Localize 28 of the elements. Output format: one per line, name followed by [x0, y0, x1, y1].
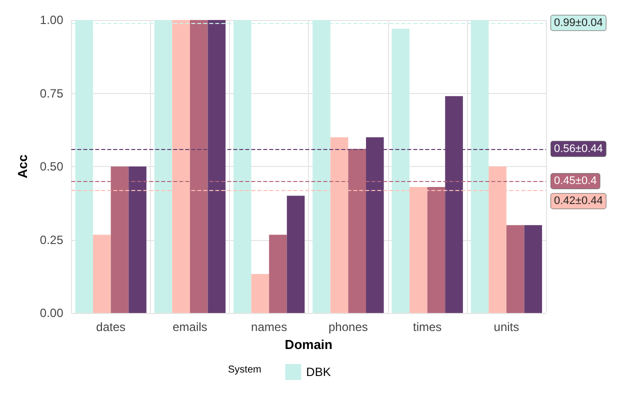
ref-line-label: 0.45±0.4	[554, 175, 597, 188]
ref-line-label: 0.99±0.04	[554, 16, 603, 29]
x-tick-label: units	[494, 320, 520, 334]
bar	[392, 28, 410, 313]
bar	[93, 234, 111, 313]
x-tick-label: phones	[328, 320, 368, 334]
y-tick-label: 0.75	[40, 86, 64, 100]
bar	[427, 187, 446, 313]
y-tick-label: 0.25	[40, 232, 64, 247]
legend-label: DBK	[306, 365, 331, 379]
x-tick-label: dates	[96, 320, 126, 334]
ref-line-label: 0.56±0.44	[554, 142, 603, 155]
bar	[506, 225, 524, 313]
y-tick-label: 0.00	[40, 306, 64, 320]
y-tick-label: 1.00	[40, 13, 64, 27]
bar	[524, 225, 542, 313]
bar	[269, 234, 287, 313]
bar	[128, 166, 146, 313]
ref-line-label: 0.42±0.44	[554, 195, 603, 208]
x-tick-label: names	[251, 320, 288, 334]
legend-title: System	[228, 364, 262, 376]
x-tick-label: times	[412, 320, 442, 334]
x-axis-title: Domain	[284, 336, 333, 352]
bar	[286, 196, 305, 313]
y-axis-title: Acc	[15, 154, 30, 178]
y-tick-label: 0.50	[40, 160, 64, 174]
x-tick-label: emails	[172, 320, 208, 334]
bar	[251, 274, 270, 313]
